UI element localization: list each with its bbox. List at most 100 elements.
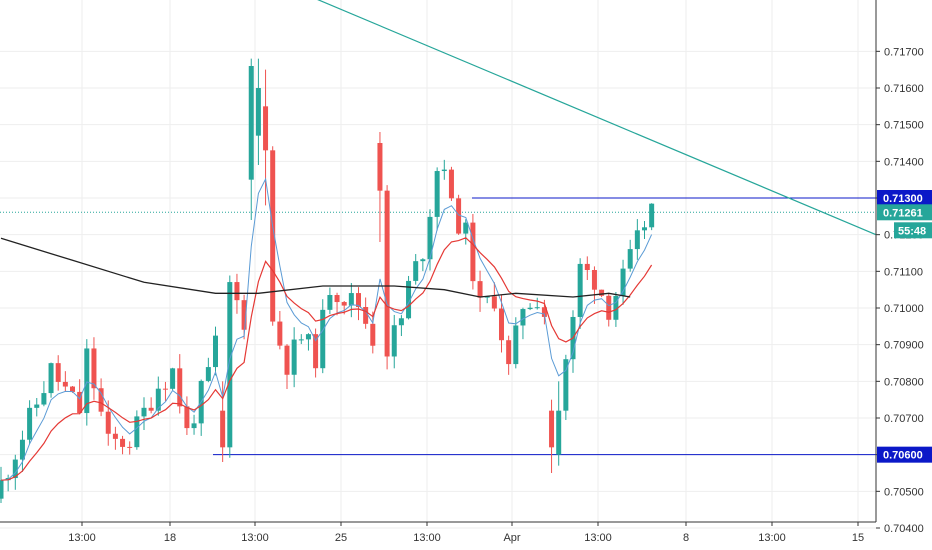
- y-tick-label: 0.71500: [884, 120, 924, 132]
- candle-body: [634, 230, 640, 250]
- candle-body: [298, 339, 304, 341]
- candle-body: [463, 222, 469, 234]
- candle-body: [584, 263, 590, 271]
- candle-body: [520, 309, 526, 326]
- candle-body: [556, 410, 562, 455]
- candle-body: [234, 282, 240, 301]
- x-tick-label: 25: [335, 532, 347, 544]
- candle-body: [55, 363, 61, 382]
- x-tick-label: 15: [852, 532, 864, 544]
- y-tick-label: 0.71100: [884, 266, 923, 278]
- candle-body: [141, 407, 147, 417]
- candle-body: [477, 281, 483, 298]
- candle-body: [205, 367, 211, 381]
- x-tick-label: 13:00: [758, 532, 786, 544]
- candle-body: [591, 270, 597, 290]
- y-tick-label: 0.70900: [884, 340, 924, 352]
- countdown-label: 55:48: [898, 225, 926, 237]
- candle-body: [506, 340, 512, 365]
- support-badge-bg: [877, 446, 932, 463]
- candle-body: [370, 323, 376, 346]
- time-axis[interactable]: 13:00 18 13:00 25 13:00 Apr 13:00 8 13:00 15: [68, 522, 864, 544]
- candle-body: [19, 439, 25, 460]
- candle-body: [377, 143, 383, 191]
- y-tick-label: 0.70400: [884, 523, 924, 535]
- candle-body: [534, 307, 540, 309]
- x-tick-label: 13:00: [241, 532, 269, 544]
- x-tick-label: Apr: [503, 532, 520, 544]
- candle-body: [70, 386, 75, 392]
- candle-body: [327, 295, 333, 310]
- ema-slow-line: [0, 237, 653, 481]
- candle-body: [513, 325, 519, 365]
- candle-body: [563, 359, 569, 411]
- chart-grid: [0, 0, 876, 529]
- support-badge-label: 0.70600: [883, 450, 923, 462]
- candle-body: [284, 345, 290, 375]
- candle-body: [448, 169, 454, 199]
- price-badges: 0.71300 0.70600 0.71261 55:48: [877, 190, 932, 463]
- candle-body: [434, 171, 440, 217]
- candle-body: [627, 249, 633, 269]
- candle-body: [227, 282, 233, 448]
- descending-trendline: [317, 0, 877, 236]
- candle-body: [34, 404, 40, 408]
- candle-body: [0, 480, 4, 499]
- candle-body: [41, 393, 47, 405]
- candle-body: [313, 334, 319, 369]
- current-price-badge-bg: [877, 204, 932, 221]
- candle-body: [105, 411, 111, 434]
- candle-body: [134, 416, 140, 448]
- candle-body: [527, 307, 533, 310]
- candle-body: [384, 190, 390, 357]
- candle-body: [391, 325, 397, 357]
- candle-body: [334, 295, 340, 303]
- y-tick-label: 0.70700: [884, 413, 924, 425]
- y-tick-label: 0.70800: [884, 376, 924, 388]
- candle-body: [27, 407, 33, 440]
- candle-body: [162, 388, 168, 390]
- y-tick-label: 0.70500: [884, 486, 924, 498]
- candle-body: [220, 410, 226, 448]
- candle-body: [427, 216, 433, 260]
- x-tick-label: 8: [683, 532, 689, 544]
- candle-body: [413, 261, 419, 281]
- candle-body: [148, 407, 154, 411]
- candle-body: [155, 388, 161, 411]
- candle-body: [12, 459, 18, 479]
- candle-body: [48, 363, 54, 394]
- candle-body: [112, 433, 118, 439]
- candle-body: [599, 289, 605, 296]
- y-tick-label: 0.71400: [884, 156, 924, 168]
- candle-body: [320, 309, 326, 369]
- candle-body: [470, 222, 476, 282]
- candle-body: [420, 259, 426, 262]
- candle-body: [91, 348, 97, 389]
- candle-body: [441, 169, 447, 172]
- candle-body: [184, 406, 190, 429]
- candle-body: [406, 280, 412, 319]
- sma-long-line: [0, 237, 631, 298]
- candle-body: [213, 335, 218, 368]
- x-tick-label: 13:00: [68, 532, 96, 544]
- candle-body: [613, 295, 619, 320]
- indicator-lines: [0, 177, 653, 481]
- candle-body: [77, 391, 83, 414]
- candle-body: [98, 388, 104, 412]
- candle-body: [577, 263, 583, 317]
- candle-body: [491, 296, 497, 309]
- resistance-badge-label: 0.71300: [883, 193, 923, 205]
- candle-body: [549, 410, 555, 448]
- candle-body: [484, 296, 490, 298]
- candle-body: [305, 334, 311, 340]
- candle-body: [263, 106, 269, 151]
- current-price-badge-label: 0.71261: [883, 207, 923, 219]
- candle-body: [356, 293, 361, 307]
- candlestick-series: [0, 58, 655, 504]
- candle-body: [541, 307, 547, 317]
- y-tick-label: 0.71600: [884, 83, 924, 95]
- candle-body: [191, 423, 197, 429]
- candle-body: [62, 381, 68, 387]
